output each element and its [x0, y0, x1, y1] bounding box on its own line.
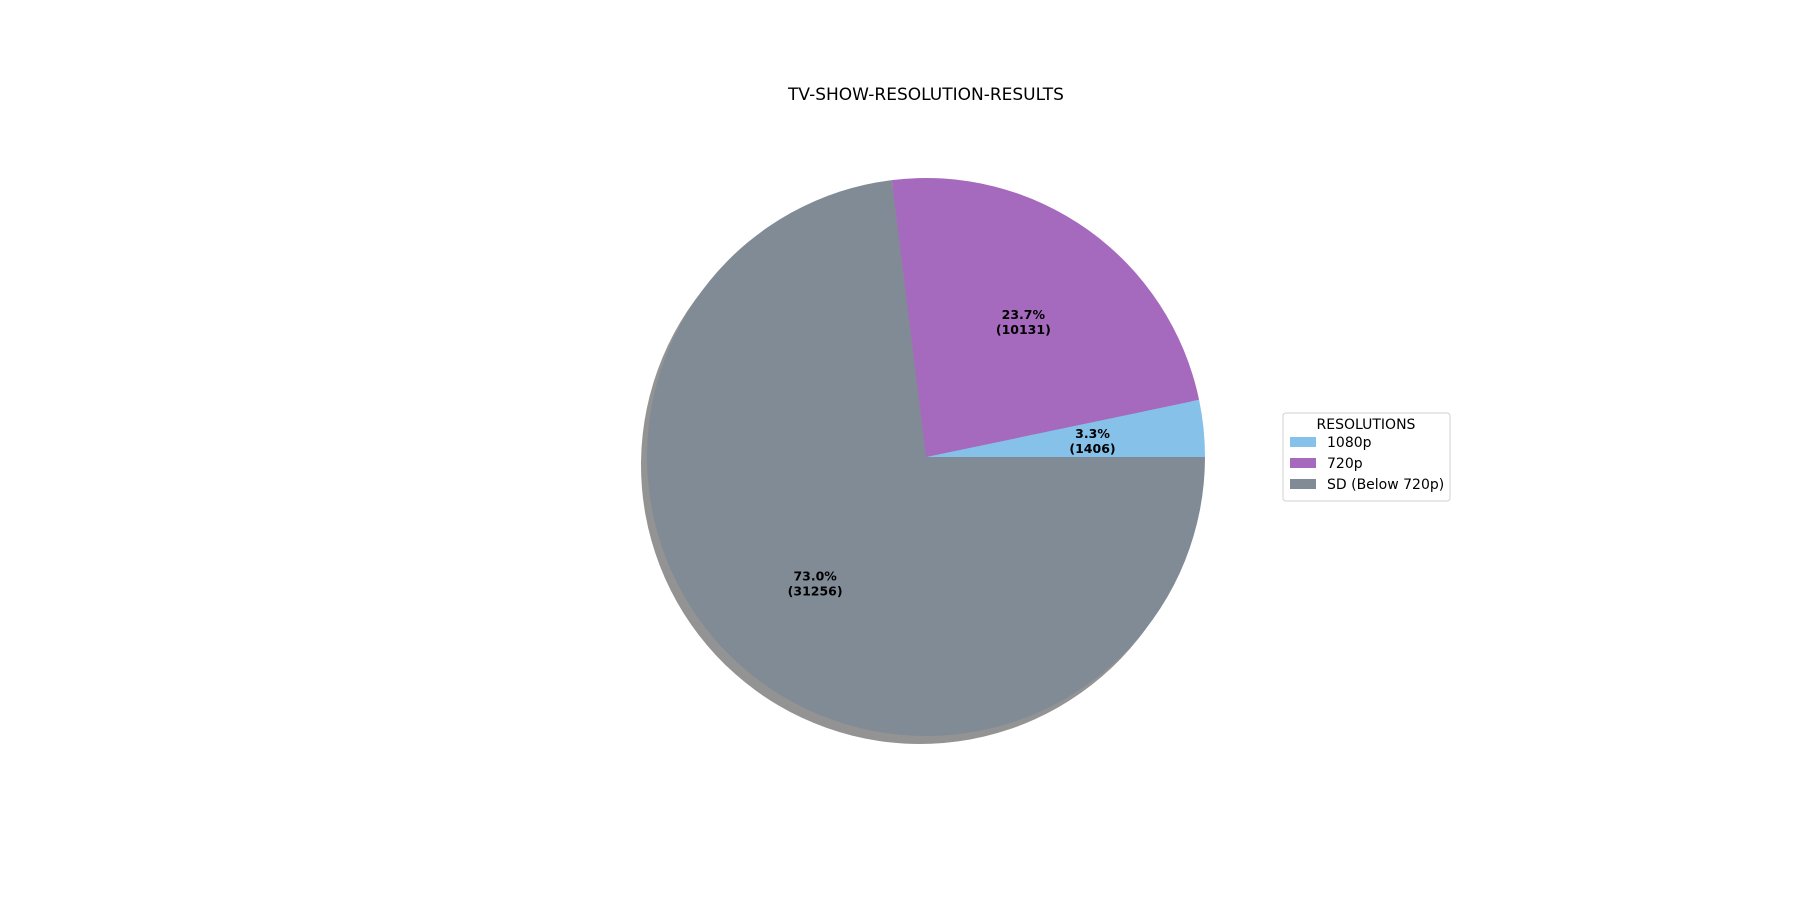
chart-title: TV-SHOW-RESOLUTION-RESULTS	[787, 85, 1064, 105]
legend-label-1080p: 1080p	[1327, 435, 1372, 451]
slice-percent-1080p: 3.3%	[1075, 426, 1110, 441]
legend-items: 1080p 720p SD (Below 720p)	[1290, 435, 1444, 493]
legend-swatch-1080p	[1290, 437, 1316, 447]
slice-label-1080p: 3.3% (1406)	[1069, 426, 1115, 456]
legend-swatch-sd-below-720p	[1290, 479, 1316, 489]
slice-count-1080p: (1406)	[1069, 441, 1115, 456]
pie-slice-720p	[891, 177, 1200, 457]
slice-label-720p: 23.7% (10131)	[996, 307, 1051, 337]
pie-slice-1080p	[926, 399, 1206, 457]
pie-slices	[647, 177, 1206, 736]
slice-percent-sd-below-720p: 73.0%	[793, 568, 837, 583]
legend-box	[1282, 412, 1451, 502]
slice-count-sd-below-720p: (31256)	[788, 583, 843, 598]
pie-slice-sd-below-720p	[647, 180, 1205, 736]
pie-labels: 3.3% (1406) 23.7% (10131) 73.0% (31256)	[788, 307, 1116, 599]
legend: RESOLUTIONS 1080p 720p SD (Below 720p)	[1282, 412, 1451, 502]
legend-label-sd-below-720p: SD (Below 720p)	[1327, 477, 1444, 493]
slice-label-sd-below-720p: 73.0% (31256)	[788, 568, 843, 598]
legend-swatch-720p	[1290, 458, 1316, 468]
legend-label-720p: 720p	[1327, 456, 1363, 472]
slice-percent-720p: 23.7%	[1002, 307, 1046, 322]
slice-count-720p: (10131)	[996, 322, 1051, 337]
legend-title: RESOLUTIONS	[1317, 417, 1416, 433]
